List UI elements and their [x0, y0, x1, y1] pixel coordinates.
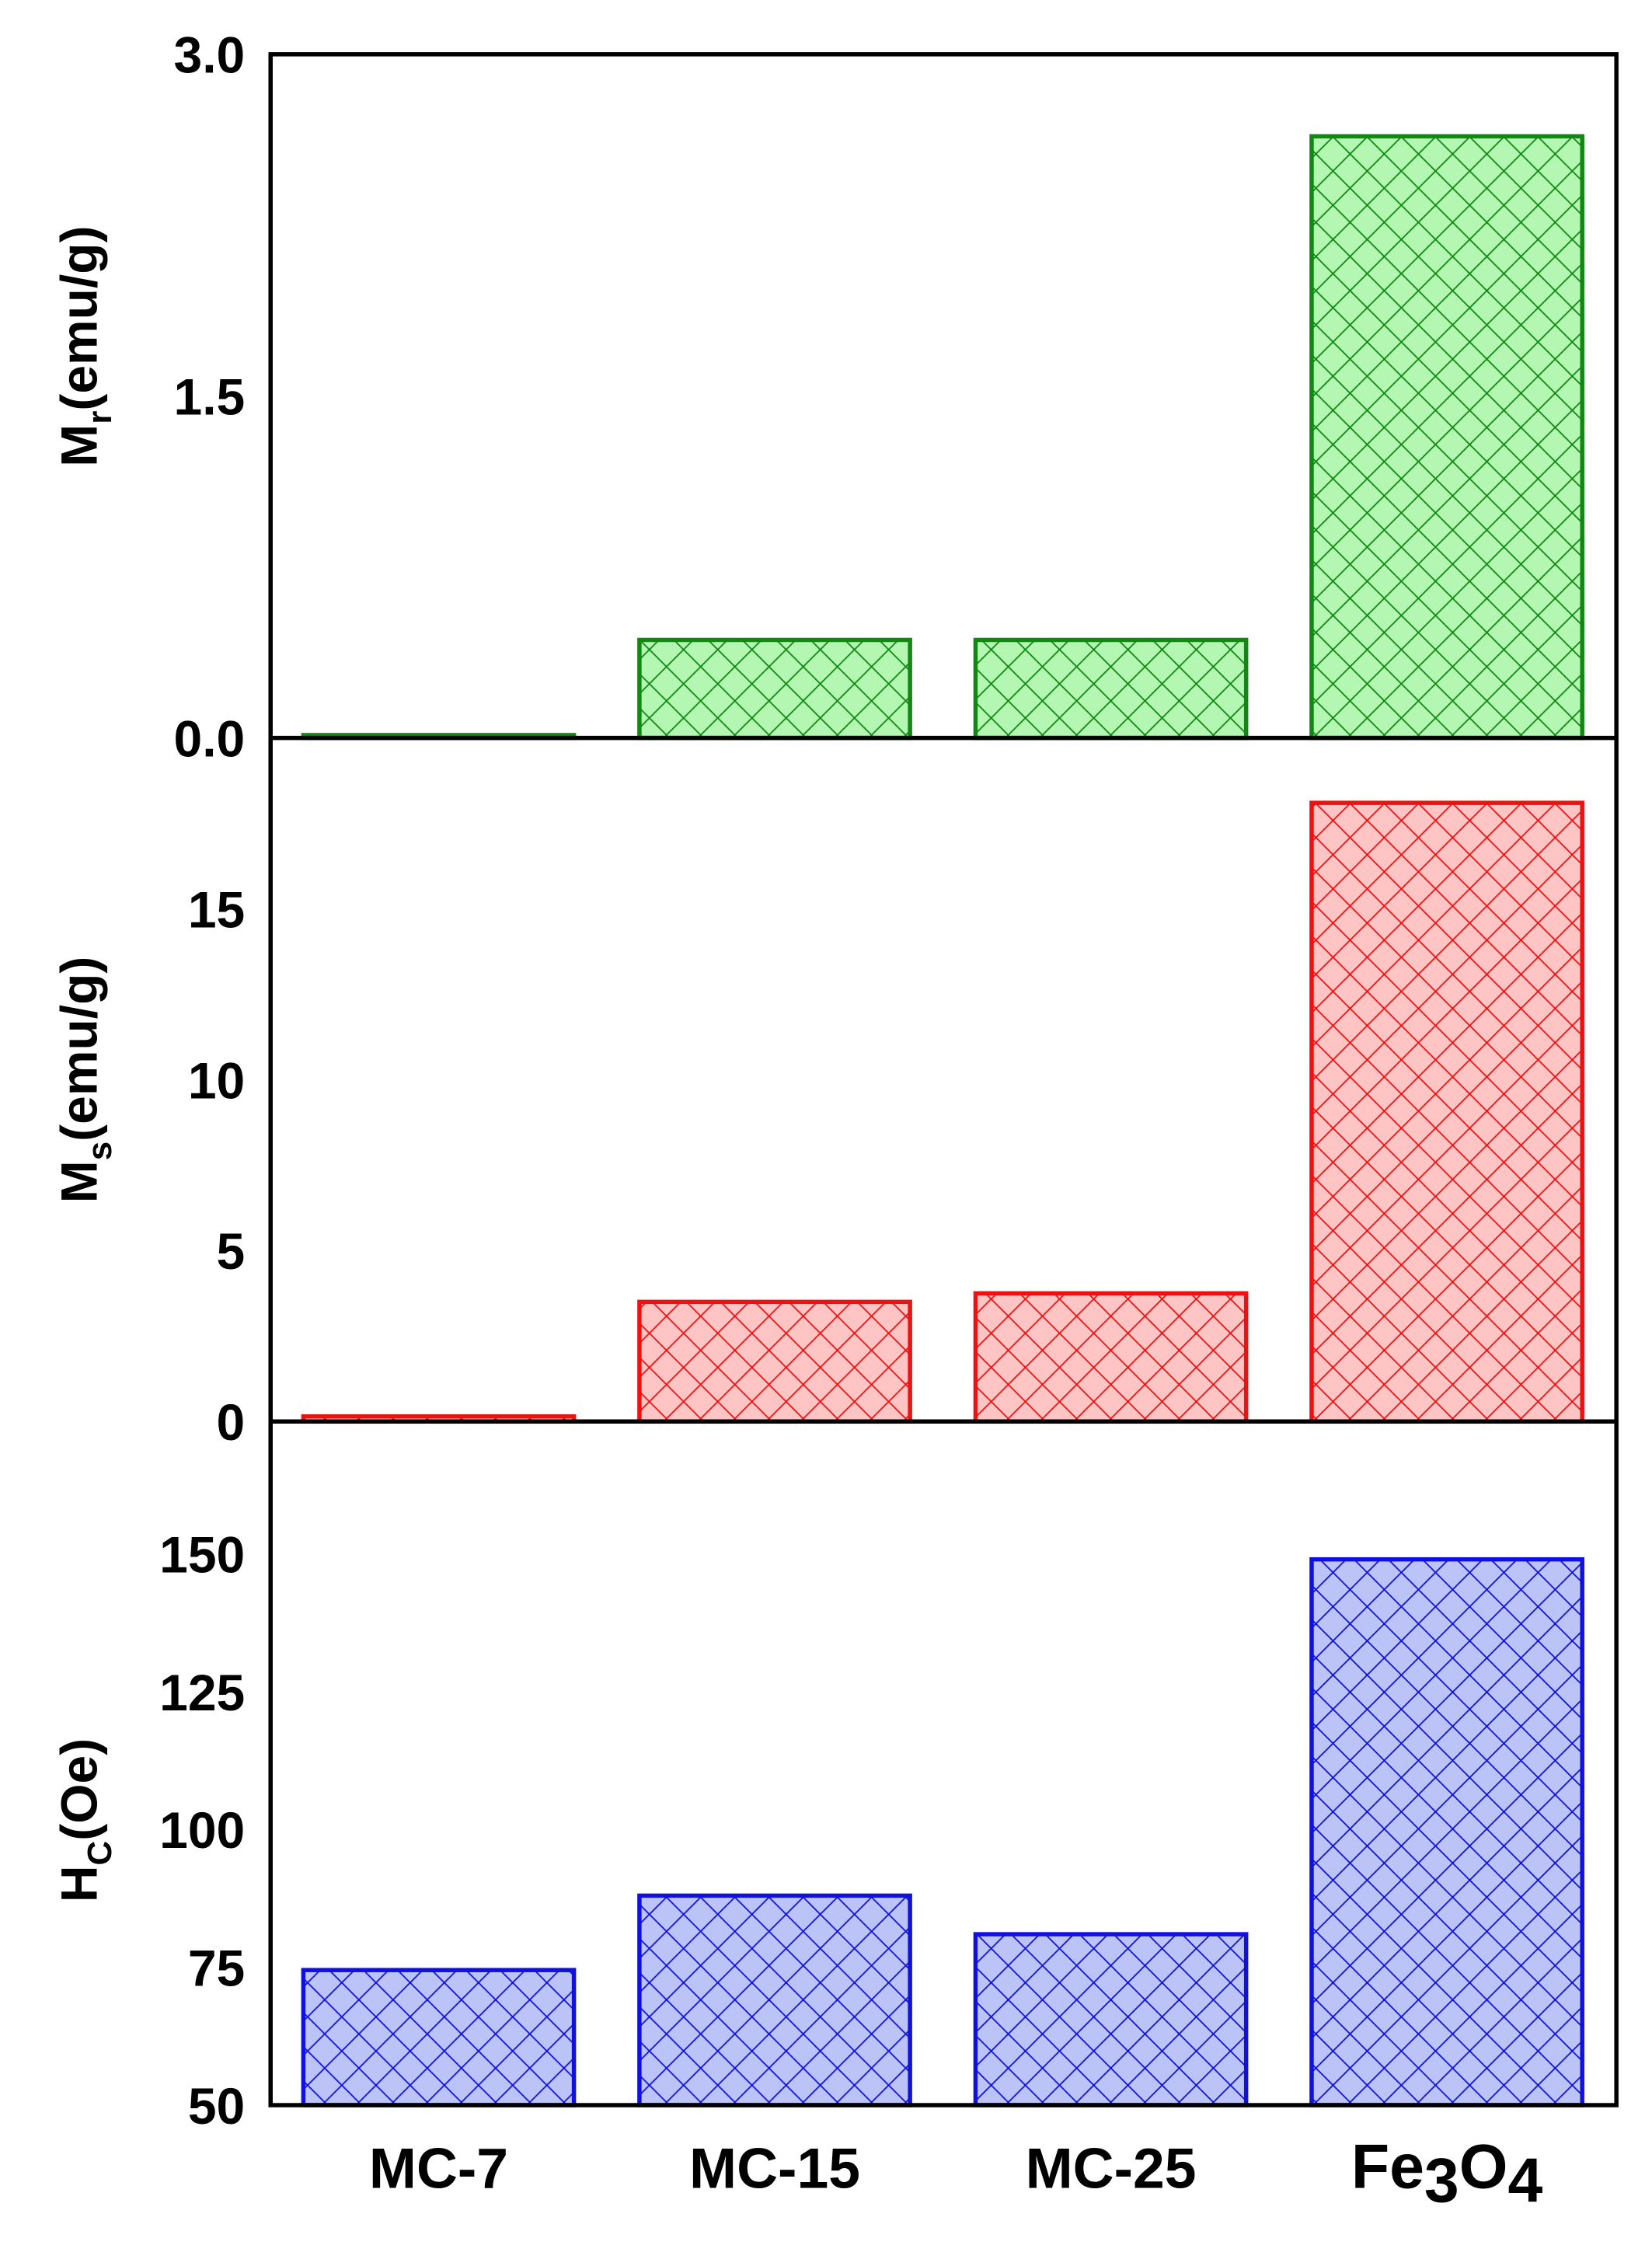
panel-0: 0.0 1.5 3.0 Mr(emu/g) — [51, 26, 1617, 767]
bar-MC-15 — [637, 637, 912, 741]
y-tick-label: 0 — [217, 1393, 246, 1451]
y-tick-label: 5 — [217, 1222, 246, 1280]
panel-2: 50 75 100 125 150 HC(Oe) — [51, 1525, 1584, 2135]
y-tick-label: 3.0 — [174, 26, 246, 84]
y-tick-label: 125 — [159, 1664, 245, 1721]
x-tick-label: MC-25 — [1026, 2136, 1197, 2200]
y-tick-label: 10 — [188, 1051, 245, 1109]
y-tick-label: 1.5 — [174, 368, 246, 426]
x-tick-label: MC-7 — [369, 2136, 508, 2200]
bar-MC-7 — [301, 1968, 577, 2107]
bar-MC-15 — [637, 1299, 912, 1424]
y-axis-label: Mr(emu/g) — [51, 225, 119, 466]
y-axis-label: Ms(emu/g) — [51, 957, 119, 1204]
x-tick-label: Fe3O4 — [1351, 2132, 1543, 2215]
bar-MC-25 — [973, 1291, 1249, 1424]
bar-MC-25 — [973, 1932, 1249, 2107]
bar-Fe3O4 — [1309, 134, 1584, 741]
bar-Fe3O4 — [1309, 1557, 1584, 2107]
panel-1: 0 5 10 15 Ms(emu/g) — [51, 800, 1617, 1451]
y-tick-label: 150 — [159, 1525, 245, 1583]
x-tick-label: MC-15 — [689, 2136, 860, 2200]
bar-MC-15 — [637, 1893, 912, 2107]
y-tick-label: 0.0 — [174, 709, 246, 767]
y-tick-label: 15 — [188, 880, 245, 938]
y-tick-label: 50 — [188, 2077, 245, 2135]
y-tick-label: 75 — [188, 1939, 245, 1996]
bar-Fe3O4 — [1309, 800, 1584, 1424]
y-axis-label: HC(Oe) — [51, 1738, 119, 1902]
y-tick-label: 100 — [159, 1801, 245, 1859]
bar-MC-25 — [973, 637, 1249, 741]
plot-frame — [268, 52, 1619, 2107]
